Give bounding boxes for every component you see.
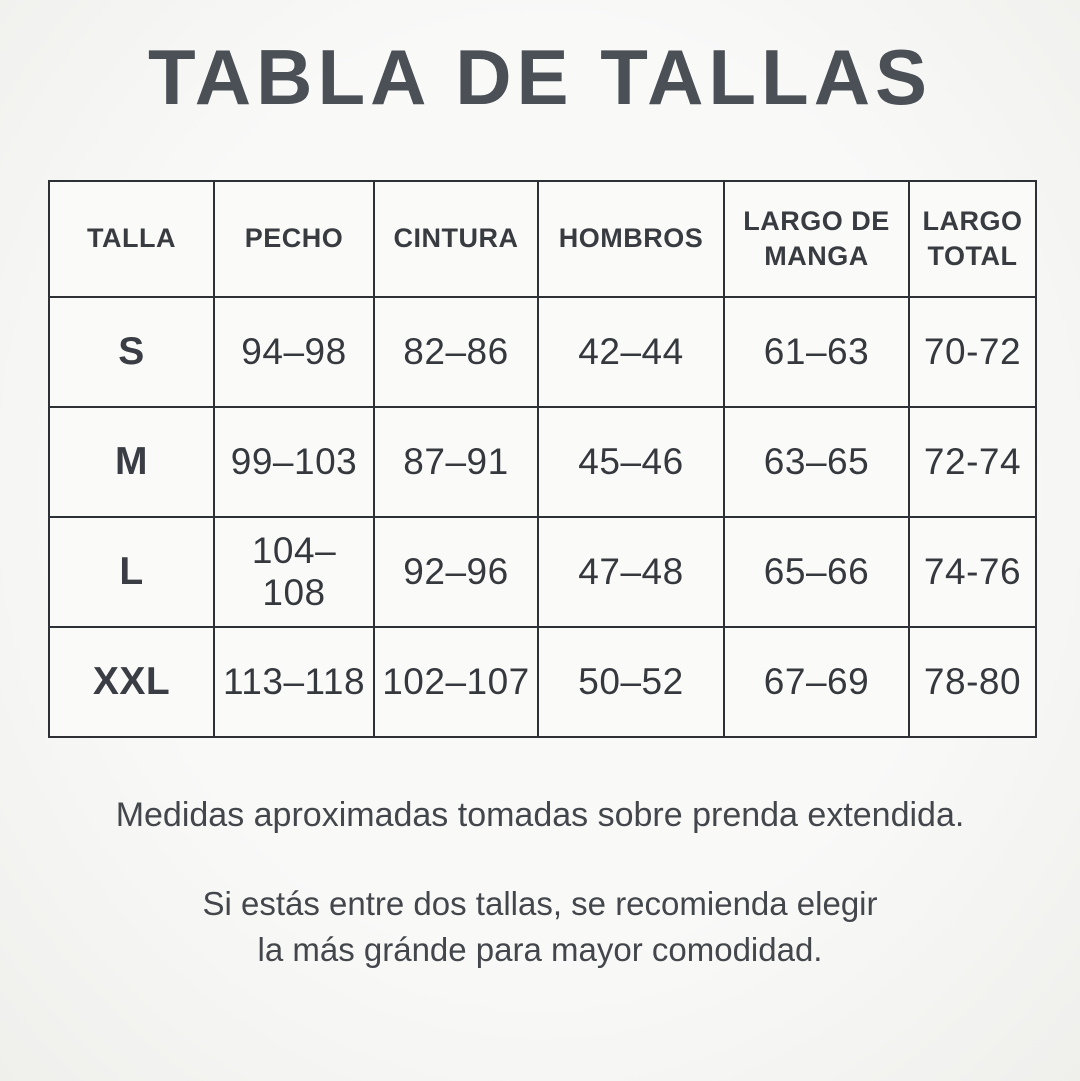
hombros-value: 50–52 — [537, 626, 725, 738]
size-table: TALLA PECHO CINTURA HOMBROS LARGO DE MAN… — [48, 180, 1037, 738]
sizing-advice-line2: la más gránde para mayor comodidad. — [257, 931, 823, 969]
pecho-value: 104–108 — [213, 516, 375, 628]
cintura-value: 102–107 — [373, 626, 539, 738]
cintura-value: 82–86 — [373, 296, 539, 408]
largo-total-value: 78-80 — [908, 626, 1037, 738]
sizing-advice-note: Si estás entre dos tallas, se recomienda… — [0, 881, 1080, 973]
cintura-value: 92–96 — [373, 516, 539, 628]
pecho-value: 113–118 — [213, 626, 375, 738]
cintura-value: 87–91 — [373, 406, 539, 518]
sizing-advice-line1: Si estás entre dos tallas, se recomienda… — [202, 885, 878, 922]
pecho-value: 99–103 — [213, 406, 375, 518]
largo-manga-value: 61–63 — [723, 296, 910, 408]
pecho-value: 94–98 — [213, 296, 375, 408]
header-row: TALLA PECHO CINTURA HOMBROS LARGO DE MAN… — [48, 180, 1037, 298]
largo-manga-value: 63–65 — [723, 406, 910, 518]
largo-manga-value: 65–66 — [723, 516, 910, 628]
largo-total-value: 70-72 — [908, 296, 1037, 408]
header-cell-largo-de-manga: LARGO DE MANGA — [723, 180, 910, 298]
table-row-s: S 94–98 82–86 42–44 61–63 70-72 — [48, 296, 1037, 408]
page-title: TABLA DE TALLAS — [147, 33, 933, 121]
table-row-m: M 99–103 87–91 45–46 63–65 72-74 — [48, 406, 1037, 518]
header-cell-hombros: HOMBROS — [537, 180, 725, 298]
largo-total-value: 74-76 — [908, 516, 1037, 628]
size-table-header: TALLA PECHO CINTURA HOMBROS LARGO DE MAN… — [48, 180, 1037, 298]
largo-total-value: 72-74 — [908, 406, 1037, 518]
header-cell-talla: TALLA — [48, 180, 215, 298]
table-row-xxl: XXL 113–118 102–107 50–52 67–69 78-80 — [48, 626, 1037, 738]
size-label: S — [48, 296, 215, 408]
size-label: M — [48, 406, 215, 518]
size-table-body: S 94–98 82–86 42–44 61–63 70-72 M 99–103… — [48, 296, 1037, 738]
size-label: L — [48, 516, 215, 628]
header-cell-pecho: PECHO — [213, 180, 375, 298]
hombros-value: 45–46 — [537, 406, 725, 518]
hombros-value: 42–44 — [537, 296, 725, 408]
header-cell-cintura: CINTURA — [373, 180, 539, 298]
measurement-note: Medidas aproximadas tomadas sobre prenda… — [115, 796, 965, 834]
largo-manga-value: 67–69 — [723, 626, 910, 738]
table-row-l: L 104–108 92–96 47–48 65–66 74-76 — [48, 516, 1037, 628]
size-label: XXL — [48, 626, 215, 738]
header-cell-largo-total: LARGO TOTAL — [908, 180, 1037, 298]
hombros-value: 47–48 — [537, 516, 725, 628]
